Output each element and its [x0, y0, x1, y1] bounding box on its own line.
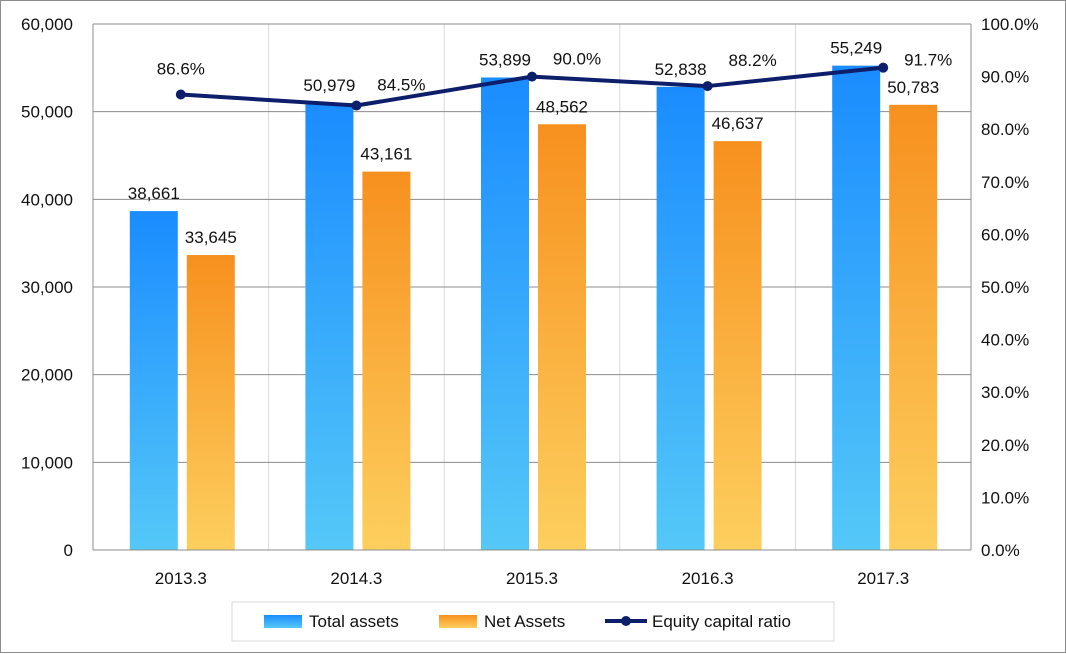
legend-label-total-assets: Total assets [309, 612, 399, 631]
total-assets-data-label: 38,661 [128, 184, 180, 203]
right-axis-tick-label: 100.0% [981, 15, 1039, 34]
x-axis-tick-label: 2014.3 [330, 569, 382, 588]
x-axis-tick-label: 2016.3 [682, 569, 734, 588]
x-axis-tick-label: 2013.3 [155, 569, 207, 588]
legend: Total assets Net Assets Equity capital rat… [231, 601, 835, 642]
left-axis-tick-label: 30,000 [21, 278, 73, 297]
ratio-line [175, 62, 889, 111]
total-assets-bar [481, 77, 529, 550]
legend-swatch-total-assets [264, 615, 302, 628]
left-axis-tick-label: 60,000 [21, 15, 73, 34]
net-assets-bar [713, 141, 762, 550]
net-assets-data-label: 46,637 [712, 114, 764, 133]
left-axis-tick-label: 20,000 [21, 366, 73, 385]
left-axis-tick-label: 0 [64, 541, 73, 560]
x-axis-tick-label: 2015.3 [506, 569, 558, 588]
right-axis-tick-label: 30.0% [981, 383, 1029, 402]
net-assets-data-label: 33,645 [185, 228, 237, 247]
total-assets-data-label: 55,249 [830, 39, 882, 58]
total-assets-bar [832, 65, 881, 550]
net-assets-bar [362, 171, 411, 551]
legend-label-net-assets: Net Assets [484, 612, 565, 631]
net-assets-bar [538, 124, 586, 550]
right-axis-tick-label: 40.0% [981, 331, 1029, 350]
total-assets-bar [656, 86, 705, 550]
right-axis-tick-label: 60.0% [981, 225, 1029, 244]
equity-ratio-marker [527, 71, 537, 82]
right-axis-tick-label: 70.0% [981, 173, 1029, 192]
data-labels: 38,661 50,979 53,899 52,838 55,249 33,645 43,1… [128, 39, 953, 247]
equity-ratio-data-label: 86.6% [157, 59, 205, 78]
total-assets-data-label: 50,979 [303, 76, 355, 95]
right-axis-tick-label: 20.0% [981, 436, 1029, 455]
total-assets-data-label: 53,899 [479, 50, 531, 69]
net-assets-bar [889, 104, 938, 550]
left-axis-tick-label: 10,000 [21, 453, 73, 472]
net-assets-data-label: 48,562 [536, 97, 588, 116]
right-axis-tick-label: 0.0% [981, 541, 1020, 560]
net-assets-data-label: 43,161 [360, 145, 412, 164]
left-axis-tick-label: 40,000 [21, 190, 73, 209]
right-axis-tick-label: 80.0% [981, 120, 1029, 139]
equity-ratio-marker [878, 62, 889, 73]
equity-ratio-marker [175, 89, 186, 100]
gridlines [93, 23, 971, 551]
left-axis-tick-label: 50,000 [21, 103, 73, 122]
equity-ratio-data-label: 91.7% [904, 51, 952, 70]
right-axis-tick-label: 10.0% [981, 488, 1029, 507]
total-assets-bar [129, 211, 178, 550]
equity-ratio-marker [351, 100, 362, 111]
total-assets-data-label: 52,838 [655, 60, 707, 79]
equity-ratio-data-label: 90.0% [553, 50, 601, 69]
right-axis-tick-label: 90.0% [981, 68, 1029, 87]
equity-ratio-data-label: 88.2% [728, 51, 776, 70]
net-assets-data-label: 50,783 [887, 78, 939, 97]
legend-box [231, 601, 835, 642]
net-assets-bar [186, 255, 235, 550]
axes: 0 10,000 20,000 30,000 40,000 50,000 60,000 0.0… [21, 15, 1039, 588]
legend-label-equity-ratio: Equity capital ratio [652, 612, 791, 631]
bars [129, 65, 938, 551]
equity-ratio-data-label: 84.5% [377, 76, 425, 95]
equity-ratio-marker [702, 81, 713, 92]
right-axis-tick-label: 50.0% [981, 278, 1029, 297]
legend-swatch-net-assets [439, 615, 477, 628]
legend-marker-equity-ratio [621, 616, 631, 626]
x-axis-tick-label: 2017.3 [857, 569, 909, 588]
total-assets-bar [305, 103, 354, 550]
